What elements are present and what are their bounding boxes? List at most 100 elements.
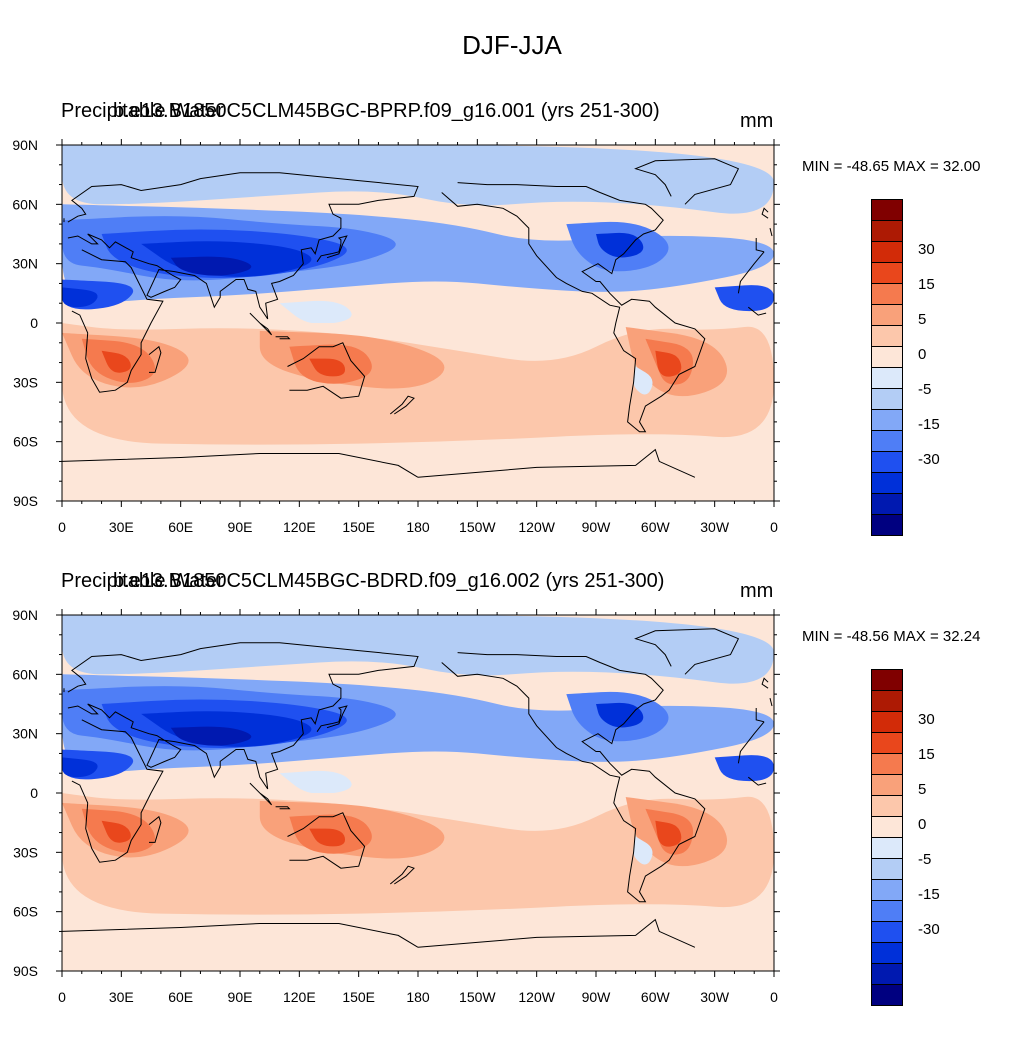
coastline: [316, 705, 348, 732]
colorbar-label: 5: [918, 781, 927, 798]
contour-region: [62, 457, 774, 501]
colorbar-swatch: [871, 199, 903, 221]
panel-1-map: 90N 60N 30N 0 30S 60S 90S 0 30E 60E 90E 120E 150E 180…: [12, 137, 780, 535]
coastline: [737, 251, 765, 294]
colorbar-label: -5: [918, 851, 932, 868]
contour-region: [655, 350, 682, 377]
colorbar-swatch: [871, 430, 903, 452]
colorbar-label: 0: [918, 816, 927, 833]
lon-label: 150E: [342, 519, 375, 535]
colorbar-label: 5: [918, 311, 927, 328]
contour-region: [596, 232, 644, 258]
colorbar-label: -15: [918, 416, 940, 433]
colorbar-swatch: [871, 669, 903, 691]
contour-region: [170, 726, 252, 746]
lon-label: 120W: [518, 989, 555, 1005]
coastline: [769, 227, 773, 237]
colorbar-label: 30: [918, 241, 935, 258]
lon-label: 30E: [109, 519, 134, 535]
panel-2-colorbar: [871, 669, 903, 1006]
colorbar-swatch: [871, 451, 903, 473]
contour-region: [62, 927, 774, 971]
colorbar-swatch: [871, 942, 903, 964]
lon-label: 0: [58, 989, 66, 1005]
coastline: [441, 652, 706, 903]
coastline: [316, 235, 348, 262]
contour-region: [62, 757, 98, 778]
lon-label: 120E: [283, 989, 316, 1005]
lon-label: 120W: [518, 519, 555, 535]
lat-label: 30S: [13, 374, 38, 390]
contour-region: [62, 145, 774, 214]
contour-region: [62, 287, 98, 308]
lat-label: 60N: [12, 666, 38, 682]
colorbar-label: 0: [918, 346, 927, 363]
coastline: [71, 249, 164, 393]
coastline: [67, 642, 419, 790]
coastline: [62, 453, 419, 478]
contour-region: [101, 820, 131, 843]
coastline: [275, 336, 291, 340]
lat-label: 60S: [13, 904, 38, 920]
colorbar-label: -30: [918, 451, 940, 468]
colorbar-label: -5: [918, 381, 932, 398]
lon-label: 0: [770, 519, 778, 535]
coastline: [417, 448, 696, 478]
coastline: [71, 719, 164, 863]
lat-label: 90S: [13, 493, 38, 509]
colorbar-swatch: [871, 325, 903, 347]
lat-label: 0: [30, 315, 38, 331]
lon-label: 120E: [283, 519, 316, 535]
panel-1-minmax: MIN = -48.65 MAX = 32.00: [802, 158, 981, 175]
coastline: [287, 342, 366, 399]
lon-label: 0: [770, 989, 778, 1005]
panel-1-case-title: b.e13.B1850C5CLM45BGC-BPRP.f09_g16.001 (…: [113, 100, 660, 122]
contour-region: [309, 358, 346, 377]
coastline: [417, 918, 696, 948]
colorbar-swatch: [871, 879, 903, 901]
coastline: [389, 395, 415, 415]
colorbar-label: 15: [918, 276, 935, 293]
lon-label: 150W: [459, 989, 496, 1005]
colorbar-swatch: [871, 472, 903, 494]
coastline: [737, 721, 765, 764]
panel-2-map: 90N 60N 30N 0 30S 60S 90S 0 30E 60E 90E 120E 150E 180…: [12, 607, 780, 1005]
colorbar-swatch: [871, 241, 903, 263]
contour-fill-group: [62, 145, 774, 501]
colorbar-swatch: [871, 900, 903, 922]
panel-2-case-title: b.e13.B1850C5CLM45BGC-BDRD.f09_g16.002 (…: [113, 570, 665, 592]
lon-label: 90W: [582, 989, 612, 1005]
contour-region: [279, 300, 352, 325]
panel-2-units: mm: [740, 580, 774, 602]
coastline: [747, 776, 767, 786]
colorbar-swatch: [871, 367, 903, 389]
lon-label: 0: [58, 519, 66, 535]
contour-region: [170, 256, 252, 276]
colorbar-swatch: [871, 493, 903, 515]
contour-region: [714, 755, 774, 782]
lon-label: 30E: [109, 989, 134, 1005]
coastline: [755, 238, 765, 253]
colorbar-swatch: [871, 220, 903, 242]
colorbar-swatch: [871, 690, 903, 712]
lat-label: 0: [30, 785, 38, 801]
contour-region: [655, 820, 682, 847]
lon-label: 180: [406, 519, 430, 535]
contour-region: [62, 615, 774, 684]
coastline: [389, 865, 415, 885]
colorbar-swatch: [871, 858, 903, 880]
lon-label: 30W: [700, 519, 730, 535]
coastline: [148, 345, 162, 373]
colorbar-swatch: [871, 921, 903, 943]
contour-region: [633, 366, 653, 395]
colorbar-swatch: [871, 816, 903, 838]
lat-label: 30N: [12, 256, 38, 272]
coastline: [769, 697, 773, 707]
colorbar-label: 30: [918, 711, 935, 728]
lon-label: 90E: [228, 989, 253, 1005]
coastline: [287, 812, 366, 869]
lon-label: 150W: [459, 519, 496, 535]
colorbar-swatch: [871, 753, 903, 775]
lat-label: 30S: [13, 844, 38, 860]
colorbar-swatch: [871, 304, 903, 326]
